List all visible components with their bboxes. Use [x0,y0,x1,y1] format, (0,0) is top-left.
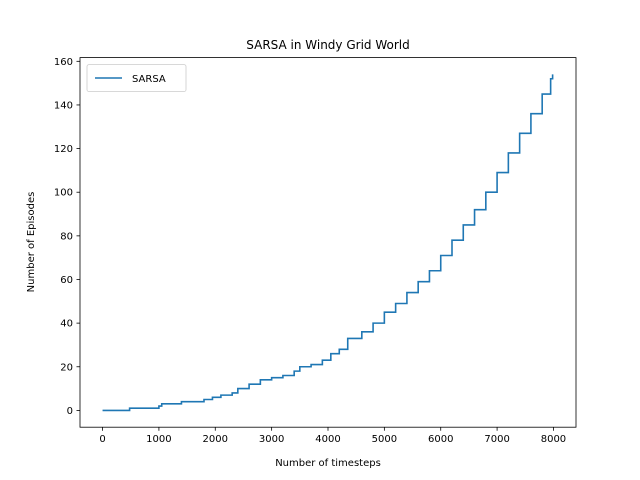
y-tick-label: 0 [67,406,73,417]
x-tick-label: 3000 [259,434,284,445]
y-tick-label: 160 [54,57,73,68]
y-axis-ticks: 0 20 40 60 80 100 120 140 160 [54,57,80,417]
x-tick-label: 8000 [541,434,566,445]
x-tick-label: 0 [99,434,105,445]
y-tick-label: 80 [60,231,73,242]
x-tick-label: 6000 [428,434,453,445]
chart-title: SARSA in Windy Grid World [246,38,409,52]
sarsa-series-line [102,74,554,412]
y-tick-label: 20 [60,362,73,373]
legend-box [86,64,187,92]
legend-label-sarsa: SARSA [132,74,166,85]
x-tick-label: 7000 [484,434,509,445]
x-tick-label: 2000 [203,434,228,445]
y-tick-label: 140 [54,100,73,111]
x-axis-label: Number of timesteps [275,458,381,469]
plot-area [80,57,576,428]
x-tick-label: 5000 [372,434,397,445]
y-tick-label: 60 [60,275,73,286]
x-tick-label: 4000 [315,434,340,445]
plot-frame [79,57,577,428]
y-tick-label: 120 [54,144,73,155]
x-tick-label: 1000 [146,434,171,445]
y-tick-label: 40 [60,319,73,330]
y-axis-label: Number of Episodes [26,192,37,293]
x-axis-ticks: 0 1000 2000 3000 4000 5000 6000 7000 8000 [99,427,566,445]
y-tick-label: 100 [54,188,73,199]
legend: SARSA [86,64,187,92]
